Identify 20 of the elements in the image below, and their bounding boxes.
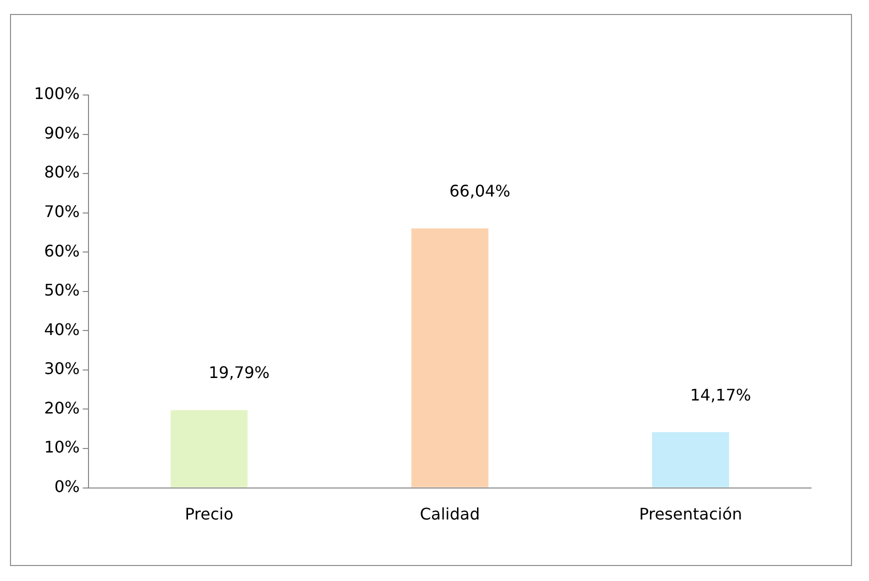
data-label: 66,04%	[449, 182, 510, 201]
bar	[411, 228, 488, 488]
y-tick-label: 10%	[44, 438, 80, 457]
x-tick-label: Precio	[184, 504, 234, 524]
x-tick-label: Calidad	[420, 504, 480, 524]
y-tick-label: 40%	[44, 320, 80, 339]
y-tick-label: 30%	[44, 359, 80, 378]
y-tick-label: 20%	[44, 398, 80, 418]
data-label: 14,17%	[690, 385, 752, 404]
y-tick-label: 70%	[44, 202, 80, 221]
bar	[170, 410, 248, 488]
y-tick-label: 80%	[44, 162, 80, 182]
y-tick-label: 100%	[34, 84, 80, 104]
data-label: 19,79%	[208, 363, 270, 382]
y-tick-label: 0%	[54, 476, 80, 496]
y-tick-label: 90%	[44, 123, 80, 142]
y-tick-label: 60%	[44, 241, 80, 260]
bar	[652, 432, 730, 488]
x-tick-label: Presentación	[639, 504, 742, 524]
y-tick-label: 50%	[44, 280, 80, 300]
